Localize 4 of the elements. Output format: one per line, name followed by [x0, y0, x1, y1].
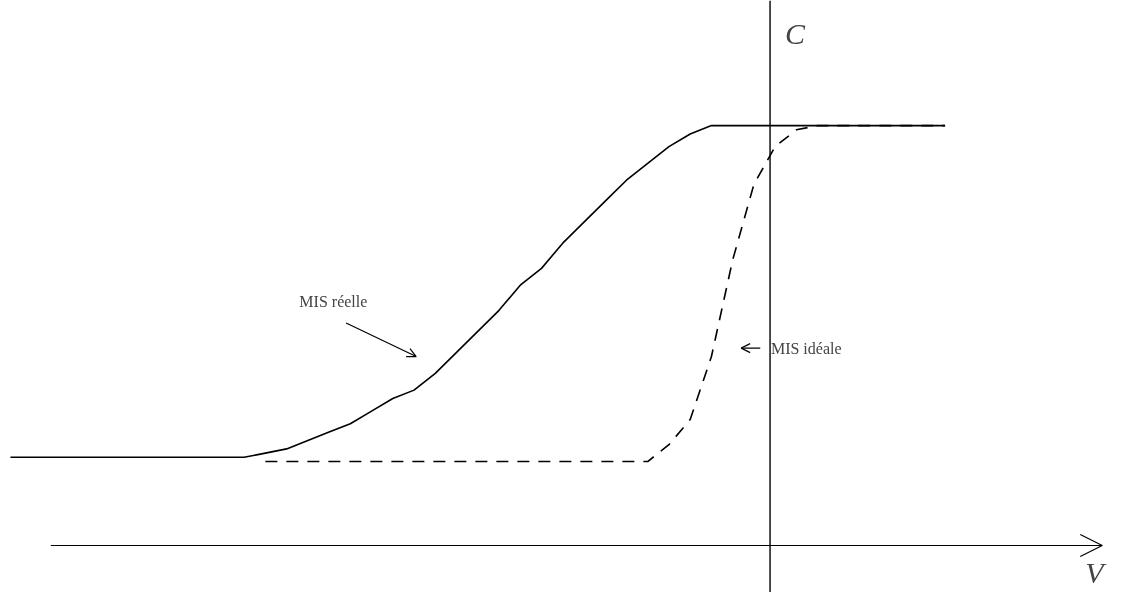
- annotation: MIS réelle: [299, 293, 368, 311]
- y-axis-title: C: [784, 16, 806, 50]
- annotation: MIS idéale: [770, 339, 842, 357]
- x-axis-title: V: [1085, 556, 1108, 590]
